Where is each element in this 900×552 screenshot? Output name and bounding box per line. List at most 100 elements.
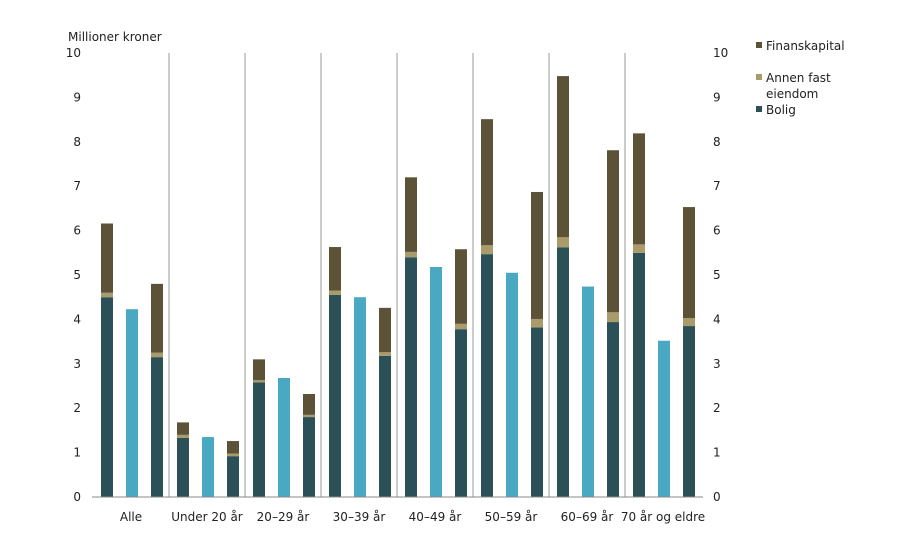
bar-segment [683,207,695,319]
left-tick-label: 9 [73,90,81,104]
category-label: Under 20 år [171,510,243,524]
bar-segment [303,393,315,415]
bar-segment [481,245,493,255]
bar-segment [582,286,594,497]
x-axis-labels: Alle Under 20 år 20–29 år 30–39 år 40–49 år 5… [120,510,705,524]
category-label: 60–69 år [561,510,614,524]
right-tick-label: 2 [713,401,721,415]
right-tick-label: 6 [713,224,721,238]
left-tick-label: 3 [73,357,81,371]
bar-segment [151,283,163,353]
bar-segment [253,359,265,381]
right-tick-label: 10 [713,46,728,60]
bar-segment [683,326,695,497]
bar-segment [557,237,569,248]
bar-segment [101,292,113,298]
bar-segment [379,307,391,353]
category-separators [168,53,626,497]
bar-segment [202,437,214,497]
bar-segment [253,380,265,383]
bar-segment [151,352,163,358]
legend-label: Finanskapital [766,39,845,53]
bar-segment [177,422,189,435]
bar-segment [531,191,543,319]
category-label: 70 år og eldre [621,510,705,524]
bar-segment [278,378,290,497]
bar-segment [455,249,467,324]
category-label: 20–29 år [257,510,310,524]
bar-segment [557,247,569,497]
bar-segment [329,290,341,295]
bar-segment [633,252,645,497]
right-tick-label: 3 [713,357,721,371]
bar-segment [455,329,467,497]
bar-segment [227,453,239,457]
bar-segment [481,254,493,497]
bar-segment [177,437,189,497]
legend-swatch [756,42,762,48]
category-label: Alle [120,510,142,524]
bar-segment [481,119,493,246]
bar-segment [430,267,442,497]
right-tick-label: 0 [713,490,721,504]
bar-segment [607,150,619,313]
bar-segment [253,382,265,497]
left-tick-label: 1 [73,446,81,460]
y-axis-title: Millioner kroner [68,30,162,44]
bar-segment [379,352,391,356]
legend-swatch [756,106,762,112]
legend: Finanskapital Annen fast eiendom Bolig [756,39,845,117]
bar-segment [658,340,670,497]
legend-swatch [756,74,762,80]
bar-segment [683,318,695,327]
bar-segment [101,297,113,497]
category-label: 50–59 år [485,510,538,524]
legend-label: Annen fast eiendom [766,71,831,101]
bar-segment [227,441,239,454]
bar-segment [101,223,113,293]
left-tick-label: 2 [73,401,81,415]
bar-segment [633,244,645,253]
left-tick-label: 8 [73,135,81,149]
left-tick-label: 0 [73,490,81,504]
bar-segment [531,318,543,328]
legend-label: Bolig [766,103,796,117]
left-tick-label: 10 [66,46,81,60]
category-label: 30–39 år [333,510,386,524]
left-tick-label: 4 [73,312,81,326]
bar-segment [329,294,341,497]
bar-segment [506,272,518,497]
bar-segment [405,257,417,497]
bar-segment [405,251,417,258]
category-label: 40–49 år [409,510,462,524]
bar-segment [329,247,341,291]
bar-segment [177,434,189,438]
bar-segment [126,309,138,497]
right-tick-label: 1 [713,446,721,460]
bar-segment [531,327,543,497]
bar-segment [633,133,645,245]
bar-segment [607,312,619,323]
left-tick-label: 7 [73,179,81,193]
right-tick-label: 8 [713,135,721,149]
right-tick-label: 5 [713,268,721,282]
left-y-axis: 0 1 2 3 4 5 6 7 8 9 10 [66,46,81,504]
bar-segment [557,76,569,238]
bar-segment [227,456,239,497]
left-tick-label: 5 [73,268,81,282]
right-tick-label: 9 [713,90,721,104]
bar-segment [455,323,467,330]
bar-segment [303,414,315,418]
right-tick-label: 7 [713,179,721,193]
bar-segment [151,357,163,497]
right-tick-label: 4 [713,312,721,326]
bar-segment [354,297,366,497]
bars [101,76,695,497]
bar-segment [379,355,391,497]
left-tick-label: 6 [73,224,81,238]
bar-segment [405,177,417,252]
bar-segment [303,417,315,497]
right-y-axis: 0 1 2 3 4 5 6 7 8 9 10 [713,46,728,504]
bar-segment [607,322,619,497]
